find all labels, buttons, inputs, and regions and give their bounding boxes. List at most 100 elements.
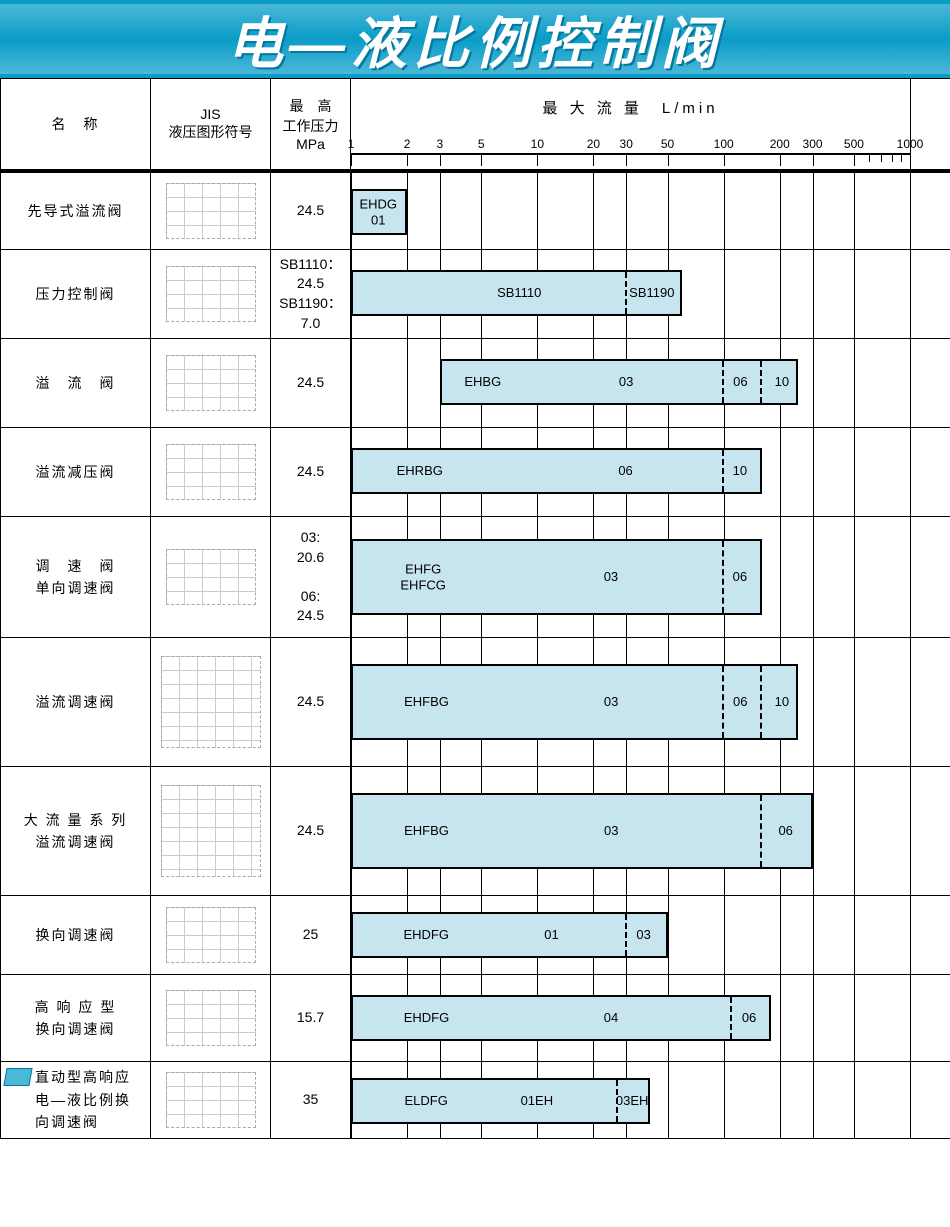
- axis-label: 30: [620, 137, 633, 151]
- axis-label: 50: [661, 137, 674, 151]
- chart-grid-line: [910, 638, 911, 766]
- table-row: 溢流调速阀24.5EHFBG030610: [1, 638, 950, 767]
- name-cell: 溢流调速阀: [1, 638, 151, 767]
- jis-schematic-icon: [166, 266, 256, 322]
- chart-grid-line: [910, 173, 911, 249]
- end-cell: [911, 428, 950, 517]
- mpa-cell: 35: [271, 1062, 351, 1139]
- table-body: 先导式溢流阀24.5EHDG 01压力控制阀SB1110： 24.5 SB119…: [1, 171, 950, 1139]
- bar-label: 06: [778, 823, 792, 839]
- bar-label: EHFG EHFCG: [400, 561, 446, 592]
- jis-schematic-icon: [166, 990, 256, 1046]
- axis-tick: [593, 155, 594, 166]
- chart-grid-line: [593, 173, 594, 249]
- bar-label: 06: [733, 694, 747, 710]
- jis-cell: [151, 517, 271, 638]
- axis-label: 20: [587, 137, 600, 151]
- chart-grid-line: [780, 428, 781, 516]
- chart-cell: EHFBG0306: [351, 767, 911, 896]
- axis-tick: [537, 155, 538, 166]
- mpa-cell: 24.5: [271, 638, 351, 767]
- axis-tick: [813, 155, 814, 166]
- axis-label: 5: [478, 137, 485, 151]
- jis-cell: [151, 250, 271, 339]
- chart-grid-line: [813, 339, 814, 427]
- bar-divider: [722, 361, 724, 403]
- jis-cell: [151, 767, 271, 896]
- chart-grid-line: [780, 1062, 781, 1138]
- chart-grid-line: [813, 975, 814, 1061]
- bar-divider: [760, 361, 762, 403]
- chart-grid-line: [854, 250, 855, 338]
- mpa-cell: 24.5: [271, 171, 351, 250]
- bar-label: 01EH: [521, 1093, 554, 1109]
- bar-label: 03: [636, 927, 650, 943]
- bar-divider: [625, 914, 627, 956]
- chart-cell: EHDFG0103: [351, 896, 911, 975]
- chart-cell: EHBG030610: [351, 339, 911, 428]
- mpa-cell: 03: 20.6 06: 24.5: [271, 517, 351, 638]
- bar-label: 10: [775, 694, 789, 710]
- axis-minor-tick: [881, 155, 882, 162]
- mpa-cell: 24.5: [271, 428, 351, 517]
- bar-label: EHBG: [464, 374, 501, 390]
- end-cell: [911, 517, 950, 638]
- flow-bar: EHFBG0306: [351, 793, 813, 869]
- end-cell: [911, 171, 950, 250]
- bar-divider: [730, 997, 732, 1039]
- table-row: 溢 流 阀24.5EHBG030610: [1, 339, 950, 428]
- chart-grid-line: [813, 428, 814, 516]
- chart-grid-line: [813, 173, 814, 249]
- chart-grid-line: [910, 250, 911, 338]
- chart-grid-line: [854, 517, 855, 637]
- row-chart: EHDFG0406: [351, 975, 910, 1061]
- chart-grid-line: [724, 896, 725, 974]
- axis-tick: [481, 155, 482, 166]
- chart-grid-line: [854, 428, 855, 516]
- chart-cell: EHRBG0610: [351, 428, 911, 517]
- chart-grid-line: [813, 250, 814, 338]
- row-name: 溢流减压阀: [36, 464, 116, 480]
- end-cell: [911, 339, 950, 428]
- chart-grid-line: [351, 339, 352, 427]
- flow-bar: EHDG 01: [351, 189, 407, 235]
- chart-grid-line: [813, 1062, 814, 1138]
- row-name: 高 响 应 型 换向调速阀: [35, 999, 117, 1037]
- table-row: 压力控制阀SB1110： 24.5 SB1190： 7.0SB1110SB119…: [1, 250, 950, 339]
- chart-grid-line: [668, 1062, 669, 1138]
- row-name: 先导式溢流阀: [28, 203, 124, 219]
- chart-grid-line: [724, 1062, 725, 1138]
- chart-grid-line: [813, 767, 814, 895]
- name-cell: 调 速 阀 单向调速阀: [1, 517, 151, 638]
- row-name: 换向调速阀: [36, 927, 116, 943]
- bar-label: 01: [544, 927, 558, 943]
- jis-schematic-icon: [166, 355, 256, 411]
- jis-cell: [151, 1062, 271, 1139]
- jis-schematic-icon: [166, 444, 256, 500]
- jis-schematic-icon: [161, 785, 261, 877]
- axis-label: 2: [404, 137, 411, 151]
- bar-label: 06: [742, 1010, 756, 1026]
- bar-divider: [625, 272, 627, 314]
- flow-bar: EHDFG0406: [351, 995, 771, 1041]
- end-cell: [911, 1062, 950, 1139]
- col-header-end: [911, 79, 950, 172]
- mpa-cell: SB1110： 24.5 SB1190： 7.0: [271, 250, 351, 339]
- bar-label: 10: [775, 374, 789, 390]
- bar-label: EHFBG: [404, 823, 449, 839]
- flow-axis-title: 最 大 流 量 L/min: [351, 97, 910, 118]
- bar-divider: [760, 666, 762, 738]
- jis-cell: [151, 638, 271, 767]
- bar-label: 03: [604, 694, 618, 710]
- col-header-jis: JIS 液压图形符号: [151, 79, 271, 172]
- col-header-mpa: 最 高 工作压力 MPa: [271, 79, 351, 172]
- row-chart: EHDFG0103: [351, 896, 910, 974]
- chart-grid-line: [854, 767, 855, 895]
- bar-label: SB1110: [497, 285, 541, 301]
- chart-grid-line: [780, 517, 781, 637]
- chart-grid-line: [854, 896, 855, 974]
- chart-grid-line: [854, 173, 855, 249]
- flow-axis-line: [351, 153, 910, 155]
- chart-grid-line: [813, 896, 814, 974]
- chart-grid-line: [440, 173, 441, 249]
